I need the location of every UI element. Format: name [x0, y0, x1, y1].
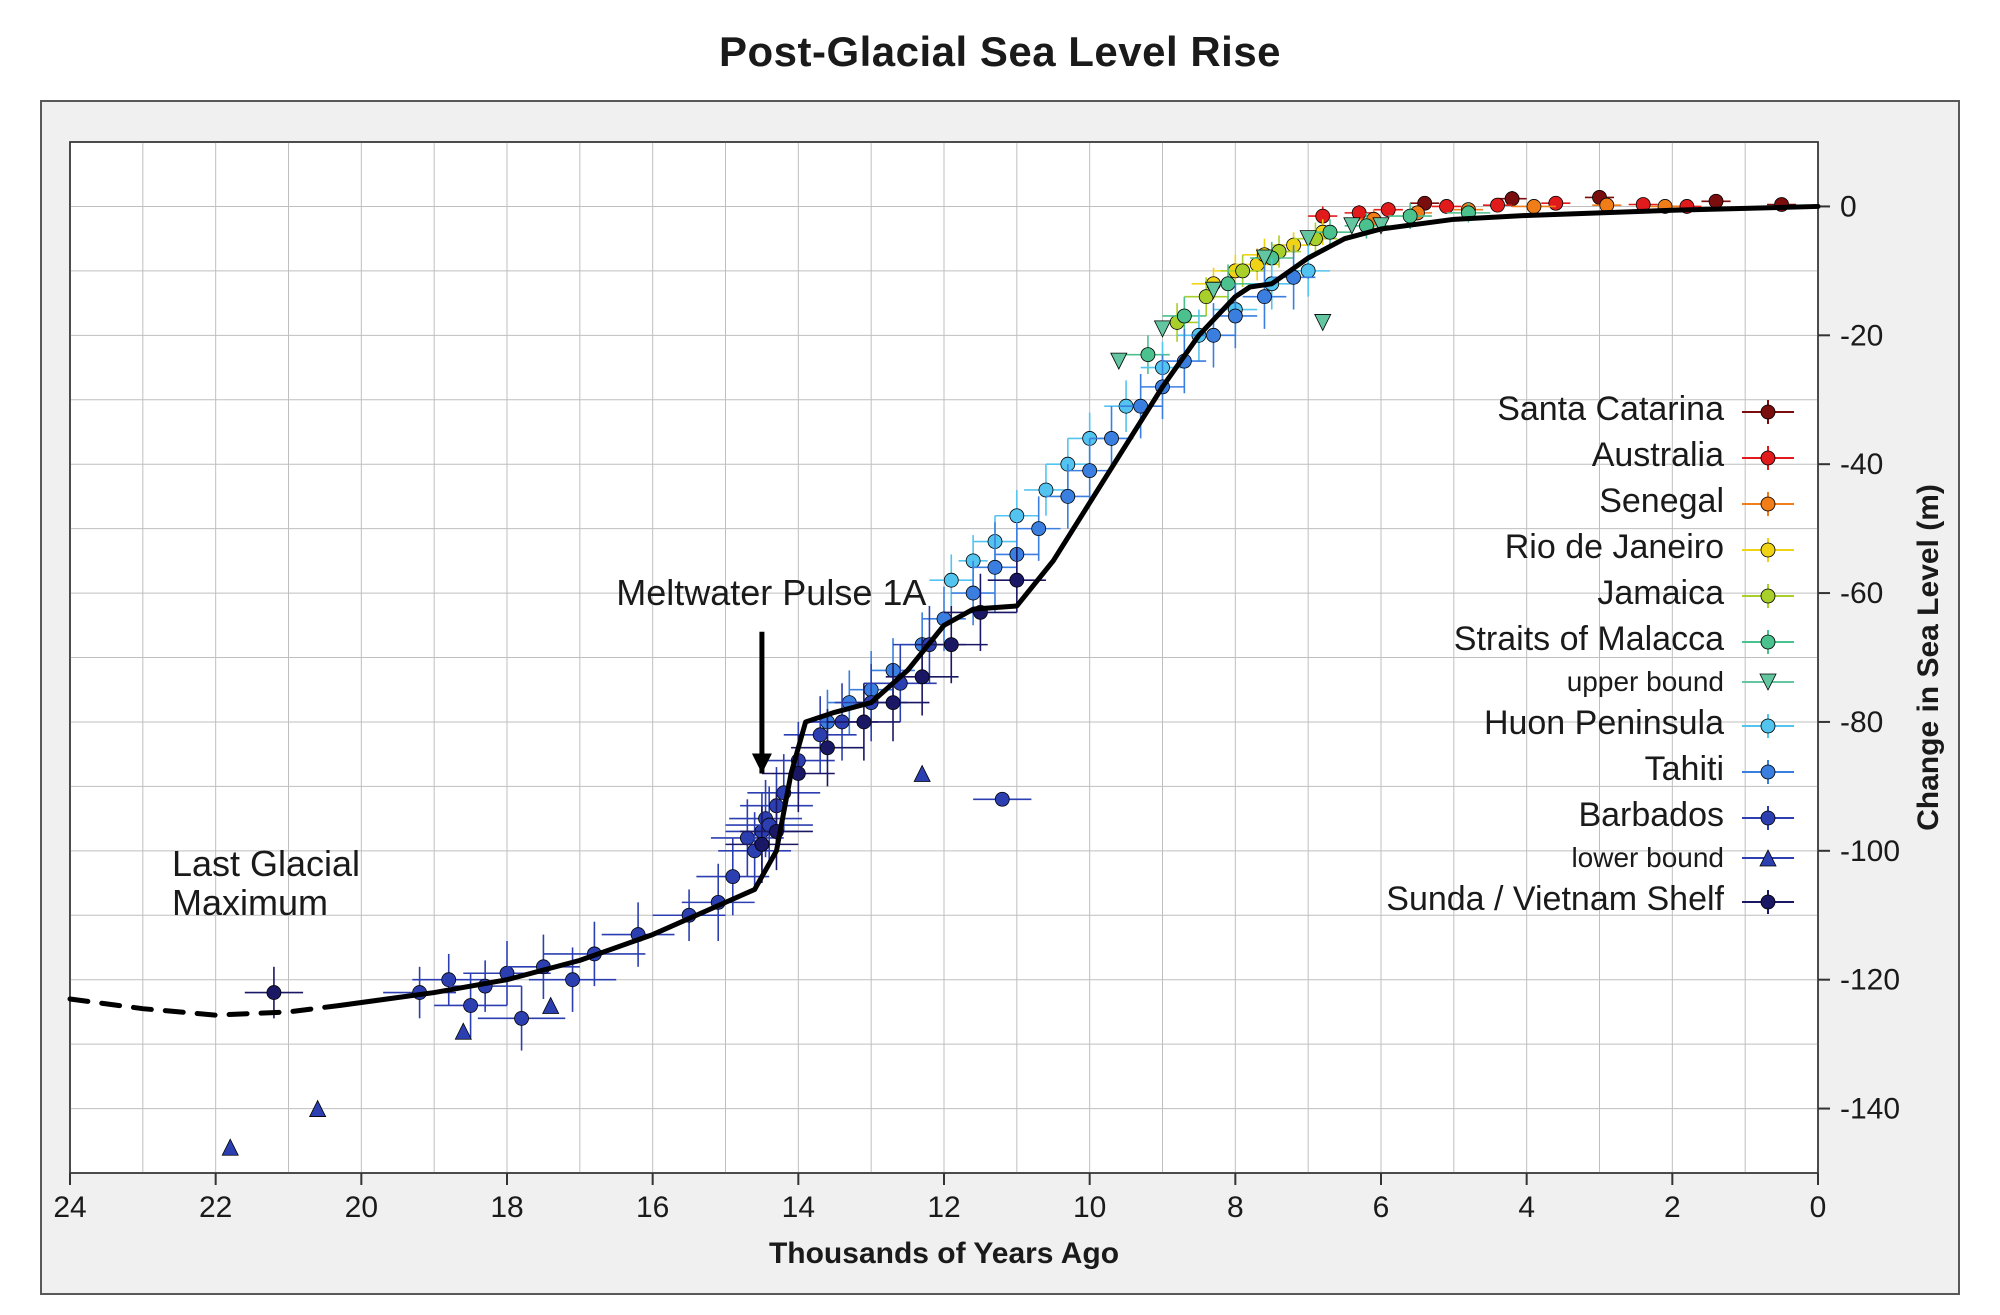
legend-label: Jamaica: [1597, 574, 1724, 613]
x-tick-label: 16: [636, 1191, 669, 1224]
legend-mark: [1736, 802, 1800, 830]
y-tick-label: -80: [1840, 706, 1883, 739]
legend-label: lower bound: [1571, 842, 1724, 874]
legend-label: Senegal: [1599, 482, 1724, 521]
page: Post-Glacial Sea Level Rise 242220181614…: [0, 0, 2000, 1315]
y-tick-label: 0: [1840, 190, 1857, 223]
legend-label: Santa Catarina: [1497, 390, 1724, 429]
y-tick-label: -100: [1840, 835, 1900, 868]
x-tick-label: 6: [1373, 1191, 1390, 1224]
meltwater-label: Meltwater Pulse 1A: [616, 573, 926, 613]
legend-mark: [1736, 534, 1800, 562]
x-tick-label: 10: [1073, 1191, 1106, 1224]
legend-label: Australia: [1592, 436, 1724, 475]
legend-mark: [1736, 756, 1800, 784]
x-tick-label: 14: [782, 1191, 815, 1224]
x-axis-label: Thousands of Years Ago: [769, 1237, 1119, 1270]
x-tick-label: 8: [1227, 1191, 1244, 1224]
legend-item: Sunda / Vietnam Shelf: [1386, 877, 1800, 923]
legend-mark: [1736, 488, 1800, 516]
y-tick-label: -140: [1840, 1093, 1900, 1126]
legend-item: Jamaica: [1386, 571, 1800, 617]
legend-mark: [1736, 396, 1800, 424]
legend-item: Senegal: [1386, 479, 1800, 525]
y-tick-label: -20: [1840, 319, 1883, 352]
y-axis-label: Change in Sea Level (m): [1912, 484, 1945, 831]
legend-mark: [1736, 844, 1800, 872]
lgm-label: Last Glacial Maximum: [172, 844, 360, 923]
legend-item: Barbados: [1386, 793, 1800, 839]
y-tick-label: -40: [1840, 448, 1883, 481]
x-tick-label: 20: [345, 1191, 378, 1224]
lgm-line2: Maximum: [172, 883, 360, 923]
legend-label: Huon Peninsula: [1484, 704, 1724, 743]
x-tick-label: 4: [1518, 1191, 1535, 1224]
legend-mark: [1736, 668, 1800, 696]
legend-mark: [1736, 580, 1800, 608]
legend-label: upper bound: [1567, 666, 1724, 698]
legend-item: Santa Catarina: [1386, 387, 1800, 433]
legend-mark: [1736, 710, 1800, 738]
x-tick-label: 0: [1810, 1191, 1827, 1224]
legend-mark: [1736, 442, 1800, 470]
legend-item: Australia: [1386, 433, 1800, 479]
legend-item: Tahiti: [1386, 747, 1800, 793]
y-tick-label: -60: [1840, 577, 1883, 610]
lgm-line1: Last Glacial: [172, 844, 360, 884]
legend-label: Sunda / Vietnam Shelf: [1386, 880, 1724, 919]
legend-mark: [1736, 886, 1800, 914]
legend-label: Straits of Malacca: [1454, 620, 1724, 659]
legend-item: Huon Peninsula: [1386, 701, 1800, 747]
legend-label: Rio de Janeiro: [1505, 528, 1724, 567]
x-tick-label: 22: [199, 1191, 232, 1224]
legend-item: upper bound: [1386, 663, 1800, 701]
x-tick-label: 18: [490, 1191, 523, 1224]
chart-title: Post-Glacial Sea Level Rise: [0, 28, 2000, 76]
legend-label: Barbados: [1578, 796, 1724, 835]
y-tick-label: -120: [1840, 964, 1900, 997]
legend: Santa Catarina Australia Senegal Rio de Jan…: [1386, 387, 1800, 923]
legend-item: Straits of Malacca: [1386, 617, 1800, 663]
x-tick-label: 24: [53, 1191, 86, 1224]
x-tick-label: 2: [1664, 1191, 1681, 1224]
chart-panel: 2422201816141210864200-20-40-60-80-100-1…: [40, 100, 1960, 1295]
x-tick-label: 12: [927, 1191, 960, 1224]
legend-item: lower bound: [1386, 839, 1800, 877]
legend-label: Tahiti: [1645, 750, 1724, 789]
legend-item: Rio de Janeiro: [1386, 525, 1800, 571]
meltwater-text: Meltwater Pulse 1A: [616, 572, 926, 613]
legend-mark: [1736, 626, 1800, 654]
